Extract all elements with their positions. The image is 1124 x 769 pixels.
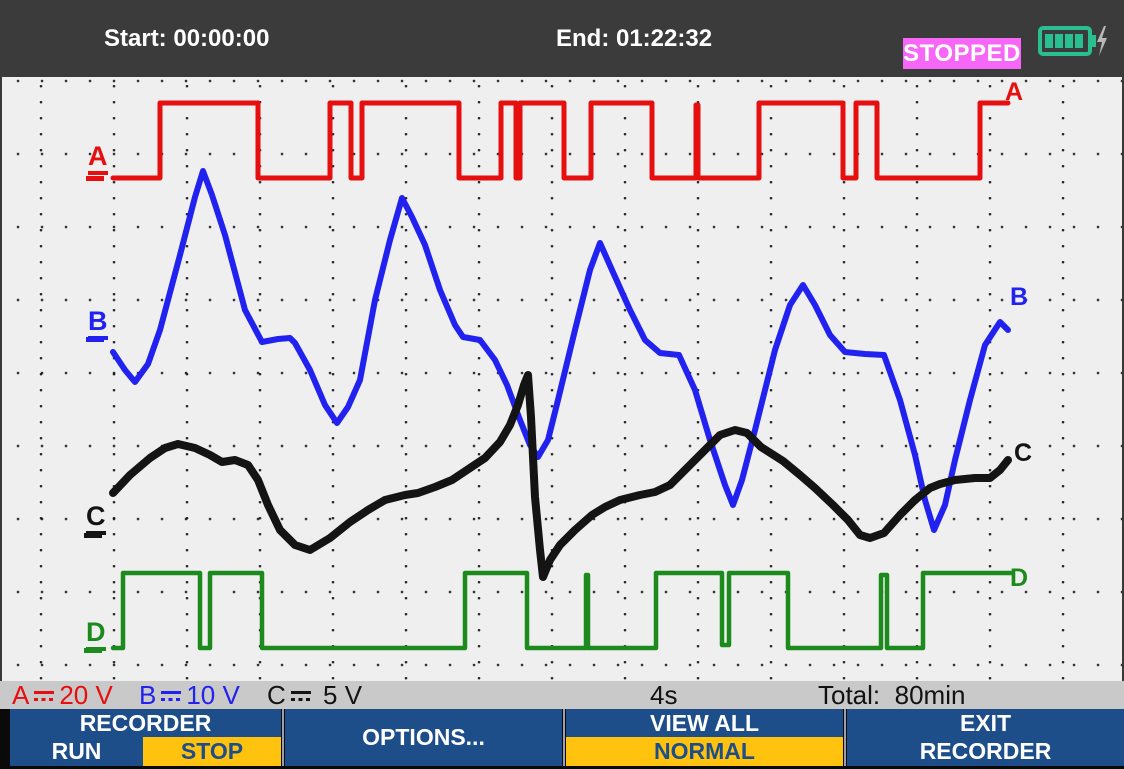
channel-b-label-right: B bbox=[1010, 283, 1029, 311]
channel-c-label-left: C bbox=[86, 503, 106, 535]
normal-option-selected[interactable]: NORMAL bbox=[566, 737, 843, 766]
channel-b-label-left: B bbox=[88, 308, 108, 340]
start-time: Start: 00:00:00 bbox=[104, 25, 270, 52]
run-option[interactable]: RUN bbox=[51, 738, 102, 764]
channel-a-readout: A 20 V bbox=[12, 679, 113, 710]
menu-separator bbox=[844, 709, 846, 766]
options-button[interactable]: OPTIONS... bbox=[285, 709, 562, 766]
dc-coupling-icon bbox=[34, 688, 55, 702]
status-bar: A 20 V B 10 V C 5 V 4s Total: 80min bbox=[0, 679, 1124, 710]
timebase-readout: 4s bbox=[650, 679, 678, 710]
waveform-grid: A B C D A B C D bbox=[0, 77, 1124, 681]
trace-channel-a bbox=[110, 100, 1011, 181]
dc-coupling-icon bbox=[161, 688, 182, 702]
trace-channel-b bbox=[110, 168, 1011, 533]
channel-d-label-left: D bbox=[86, 619, 106, 651]
channel-a-label-left: A bbox=[88, 143, 108, 175]
menu-separator bbox=[282, 709, 284, 766]
channel-c-ground-marker bbox=[84, 533, 102, 538]
status-badge: STOPPED bbox=[903, 38, 1021, 69]
recorder-run-stop-button[interactable]: RECORDER RUN STOP bbox=[10, 709, 281, 766]
trace-channel-c bbox=[109, 371, 1012, 581]
channel-a-ground-marker bbox=[86, 176, 104, 181]
view-all-option[interactable]: VIEW ALL bbox=[649, 709, 760, 736]
exit-recorder-button[interactable]: EXIT RECORDER bbox=[847, 709, 1124, 766]
battery-charging-icon bbox=[1038, 26, 1107, 56]
channel-c-readout: C 5 V bbox=[267, 679, 363, 710]
total-duration: Total: 80min bbox=[818, 679, 966, 710]
view-mode-button[interactable]: VIEW ALL NORMAL bbox=[566, 709, 843, 766]
channel-d-label-right: D bbox=[1010, 564, 1029, 592]
channel-b-readout: B 10 V bbox=[139, 679, 240, 710]
screen-edge-left bbox=[0, 77, 2, 681]
top-info-bar: Start: 00:00:00 End: 01:22:32 STOPPED bbox=[0, 0, 1124, 77]
trace-channel-d bbox=[110, 570, 1014, 651]
menu-separator bbox=[563, 709, 565, 766]
channel-a-label-right: A bbox=[1005, 78, 1024, 106]
channel-c-label-right: C bbox=[1014, 439, 1033, 467]
softkey-menu: RECORDER RUN STOP OPTIONS... VIEW ALL NO… bbox=[0, 709, 1124, 769]
channel-b-ground-marker bbox=[86, 337, 104, 342]
channel-d-ground-marker bbox=[84, 648, 102, 653]
recorder-menu-title: RECORDER bbox=[79, 709, 212, 736]
end-time: End: 01:22:32 bbox=[556, 25, 713, 52]
stop-option-selected[interactable]: STOP bbox=[143, 737, 281, 766]
dc-coupling-icon bbox=[290, 688, 311, 702]
screen-edge-right bbox=[1122, 77, 1124, 681]
waveform-traces bbox=[109, 100, 1014, 651]
